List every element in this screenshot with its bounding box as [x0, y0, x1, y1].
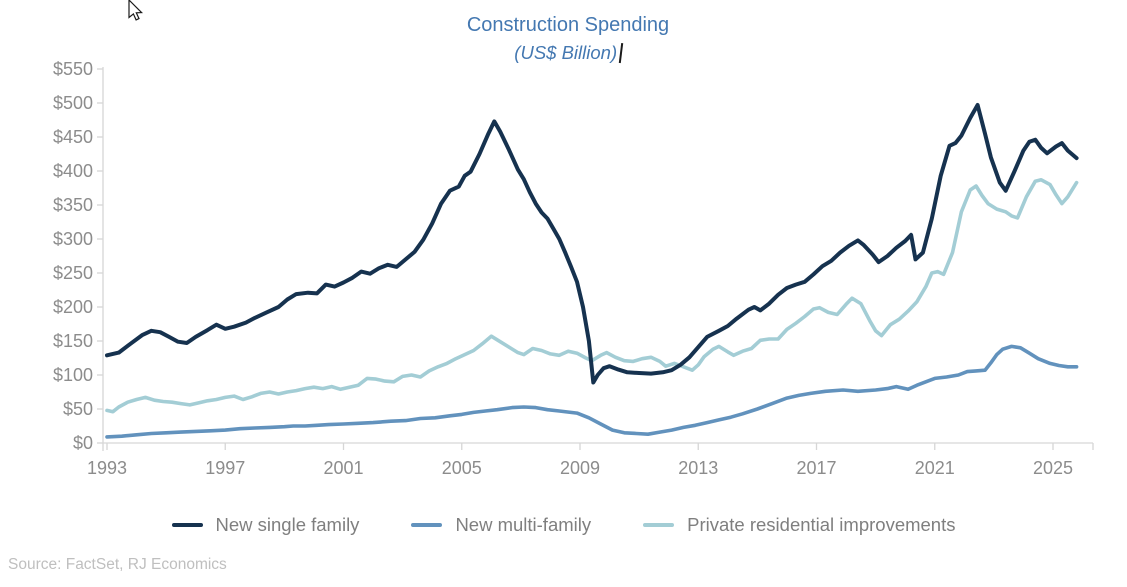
x-tick-label: 2025 — [1033, 458, 1073, 478]
y-tick-label: $0 — [73, 433, 93, 453]
chart-subtitle-row[interactable]: (US$ Billion) — [0, 39, 1127, 66]
series-line-new-multi-family — [105, 344, 1079, 439]
chart-title[interactable]: Construction Spending — [466, 14, 670, 36]
legend-label: Private residential improvements — [687, 514, 956, 535]
text-caret-icon — [618, 42, 623, 64]
y-tick-label: $150 — [53, 331, 93, 351]
y-tick-label: $200 — [53, 297, 93, 317]
chart-legend: New single family New multi-family Private… — [0, 514, 1127, 536]
y-tick-label: $400 — [53, 161, 93, 181]
y-tick-label: $500 — [53, 93, 93, 113]
y-tick-label: $550 — [53, 59, 93, 79]
y-tick-label: $50 — [63, 399, 93, 419]
y-axis: $550 $500 $450 $400 $350 $300 $250 $200 $150 $100… — [53, 59, 104, 453]
x-tick-label: 2001 — [323, 458, 363, 478]
legend-item-private-residential-improvements: Private residential improvements — [643, 514, 955, 536]
legend-item-new-multi-family: New multi-family — [411, 514, 591, 536]
y-tick-label: $250 — [53, 263, 93, 283]
x-tick-label: 2017 — [796, 458, 836, 478]
x-axis: 1993 1997 2001 2005 2009 2013 2017 2021 2025 — [87, 442, 1094, 478]
source-note: Source: FactSet, RJ Economics — [8, 556, 227, 573]
y-tick-label: $300 — [53, 229, 93, 249]
y-tick-label: $350 — [53, 195, 93, 215]
mouse-cursor-icon — [128, 0, 143, 21]
series-line-private-residential-improvements — [105, 178, 1079, 414]
y-tick-label: $100 — [53, 365, 93, 385]
legend-label: New multi-family — [455, 514, 592, 535]
chart-subtitle[interactable]: (US$ Billion) — [514, 42, 618, 63]
x-tick-label: 1993 — [87, 458, 127, 478]
x-tick-label: 2013 — [678, 458, 718, 478]
construction-spending-chart: $550 $500 $450 $400 $350 $300 $250 $200 $150 $100… — [53, 59, 1094, 478]
x-tick-label: 2009 — [560, 458, 600, 478]
legend-swatch-icon — [411, 522, 443, 528]
y-tick-label: $450 — [53, 127, 93, 147]
series-line-new-single-family — [105, 103, 1079, 385]
legend-swatch-icon — [643, 522, 675, 528]
legend-swatch-icon — [171, 522, 203, 528]
legend-label: New single family — [215, 514, 360, 535]
chart-title-block[interactable]: Construction Spending (US$ Billion) — [0, 12, 1127, 66]
x-tick-label: 2021 — [915, 458, 955, 478]
x-tick-label: 1997 — [205, 458, 245, 478]
x-tick-label: 2005 — [442, 458, 482, 478]
legend-item-new-single-family: New single family — [171, 514, 360, 536]
